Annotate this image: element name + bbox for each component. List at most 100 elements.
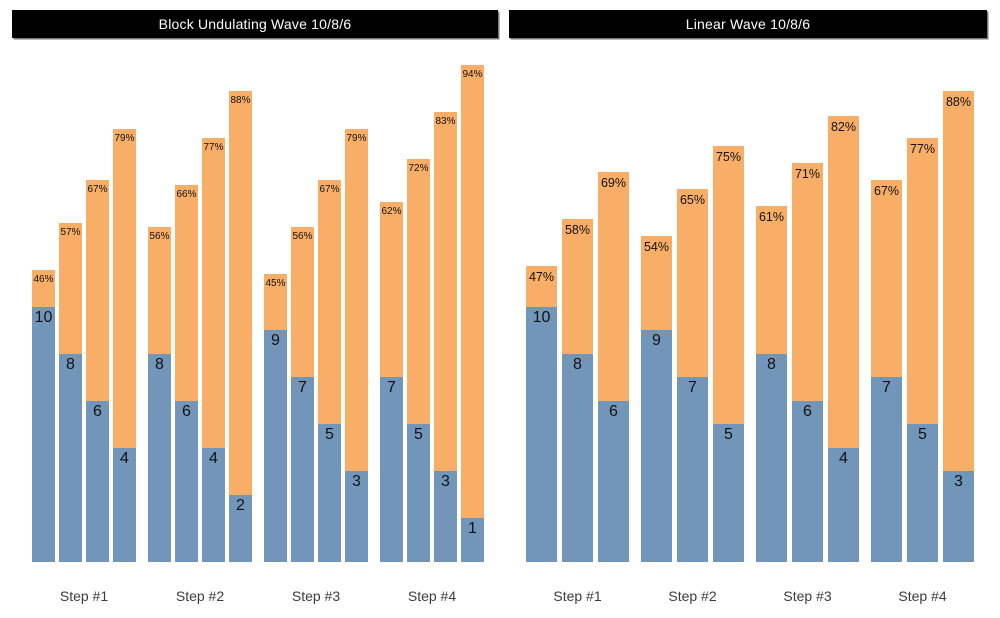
reps-label: 6 xyxy=(182,403,191,420)
intensity-percent-label: 75% xyxy=(715,150,742,164)
stacked-bar-reps-5-pct-77: 77% 5 xyxy=(907,138,938,562)
chart-panel-linear-wave: Linear Wave 10/8/6 47% 10 58% 8 69% 6 54% 9 65% 7… xyxy=(509,10,987,604)
stacked-bar-reps-8-pct-61: 61% 8 xyxy=(756,206,787,562)
reps-segment: 8 xyxy=(756,354,787,562)
reps-label: 3 xyxy=(352,473,361,490)
intensity-percent-label: 69% xyxy=(600,176,627,190)
reps-label: 7 xyxy=(387,379,396,396)
reps-label: 6 xyxy=(93,403,102,420)
reps-segment: 4 xyxy=(828,448,859,562)
stacked-bar-reps-5-pct-67: 67% 5 xyxy=(318,180,341,562)
bar-group-step-4: 62% 7 72% 5 83% 3 94% 1 xyxy=(380,65,484,562)
intensity-percent-label: 65% xyxy=(679,193,706,207)
reps-label: 10 xyxy=(532,309,551,326)
reps-label: 5 xyxy=(918,426,927,443)
reps-label: 7 xyxy=(298,379,307,396)
x-axis-label-step-3: Step #3 xyxy=(291,588,341,604)
reps-segment: 7 xyxy=(291,377,314,562)
reps-label: 1 xyxy=(468,520,477,537)
x-axis-label-step-1: Step #1 xyxy=(59,588,109,604)
reps-label: 4 xyxy=(209,450,218,467)
stacked-bar-reps-5-pct-72: 72% 5 xyxy=(407,159,430,562)
reps-segment: 5 xyxy=(907,424,938,562)
intensity-percent-label: 77% xyxy=(909,142,936,156)
bar-group-step-4: 67% 7 77% 5 88% 3 xyxy=(871,91,974,562)
reps-segment: 8 xyxy=(148,354,171,562)
reps-label: 8 xyxy=(155,356,164,373)
stacked-bar-reps-7-pct-67: 67% 7 xyxy=(871,180,902,562)
stacked-bar-reps-10-pct-47: 47% 10 xyxy=(526,266,557,562)
reps-segment: 6 xyxy=(792,401,823,562)
intensity-percent-label: 61% xyxy=(758,210,785,224)
intensity-percent-label: 83% xyxy=(435,116,456,127)
x-axis: Step #1 Step #2 Step #3 Step #4 xyxy=(12,588,498,604)
x-axis-label-step-2: Step #2 xyxy=(668,588,717,604)
stacked-bar-reps-5-pct-75: 75% 5 xyxy=(713,146,744,562)
stacked-bar-reps-4-pct-77: 77% 4 xyxy=(202,138,225,562)
intensity-percent-label: 62% xyxy=(381,206,402,217)
reps-segment: 3 xyxy=(434,471,457,562)
reps-label: 6 xyxy=(609,403,618,420)
stacked-bar-reps-2-pct-88: 88% 2 xyxy=(229,91,252,562)
intensity-percent-label: 67% xyxy=(87,184,108,195)
intensity-percent-label: 79% xyxy=(114,133,135,144)
reps-segment: 6 xyxy=(175,401,198,562)
stacked-bar-reps-1-pct-94: 94% 1 xyxy=(461,65,484,562)
intensity-percent-label: 82% xyxy=(830,120,857,134)
intensity-percent-label: 77% xyxy=(203,142,224,153)
reps-label: 2 xyxy=(236,497,245,514)
reps-label: 4 xyxy=(839,450,848,467)
reps-segment: 10 xyxy=(32,307,55,562)
stacked-bar-reps-3-pct-79: 79% 3 xyxy=(345,129,368,562)
stacked-bar-reps-10-pct-46: 46% 10 xyxy=(32,270,55,562)
reps-segment: 1 xyxy=(461,518,484,562)
intensity-percent-label: 56% xyxy=(292,231,313,242)
reps-label: 8 xyxy=(573,356,582,373)
intensity-percent-label: 72% xyxy=(408,163,429,174)
intensity-percent-label: 56% xyxy=(149,231,170,242)
bar-group-step-2: 54% 9 65% 7 75% 5 xyxy=(641,146,744,562)
reps-segment: 3 xyxy=(345,471,368,562)
x-axis-label-step-1: Step #1 xyxy=(553,588,602,604)
reps-segment: 5 xyxy=(713,424,744,562)
reps-segment: 8 xyxy=(59,354,82,562)
reps-label: 4 xyxy=(120,450,129,467)
reps-label: 7 xyxy=(882,379,891,396)
reps-segment: 3 xyxy=(943,471,974,562)
intensity-percent-label: 88% xyxy=(230,95,251,106)
reps-label: 5 xyxy=(414,426,423,443)
reps-segment: 4 xyxy=(202,448,225,562)
stacked-bar-reps-4-pct-82: 82% 4 xyxy=(828,116,859,562)
reps-label: 7 xyxy=(688,379,697,396)
reps-segment: 7 xyxy=(871,377,902,562)
stacked-bar-reps-6-pct-66: 66% 6 xyxy=(175,185,198,562)
chart-title: Block Undulating Wave 10/8/6 xyxy=(158,16,352,32)
reps-label: 10 xyxy=(34,309,53,326)
stacked-bar-reps-7-pct-56: 56% 7 xyxy=(291,227,314,562)
intensity-percent-label: 79% xyxy=(346,133,367,144)
stacked-bar-reps-3-pct-83: 83% 3 xyxy=(434,112,457,562)
bar-group-step-3: 45% 9 56% 7 67% 5 79% 3 xyxy=(264,129,368,562)
reps-segment: 9 xyxy=(264,330,287,562)
stacked-bar-reps-7-pct-65: 65% 7 xyxy=(677,189,708,562)
intensity-percent-label: 45% xyxy=(265,278,286,289)
intensity-percent-label: 57% xyxy=(60,227,81,238)
stacked-bar-reps-8-pct-58: 58% 8 xyxy=(562,219,593,562)
reps-segment: 4 xyxy=(113,448,136,562)
bar-group-step-1: 47% 10 58% 8 69% 6 xyxy=(526,172,629,562)
reps-label: 9 xyxy=(271,332,280,349)
reps-segment: 5 xyxy=(407,424,430,562)
intensity-percent-label: 67% xyxy=(873,184,900,198)
intensity-percent-label: 67% xyxy=(319,184,340,195)
reps-segment: 8 xyxy=(562,354,593,562)
reps-label: 9 xyxy=(652,332,661,349)
x-axis-label-step-4: Step #4 xyxy=(407,588,457,604)
reps-label: 5 xyxy=(325,426,334,443)
reps-segment: 10 xyxy=(526,307,557,562)
intensity-percent-label: 58% xyxy=(564,223,591,237)
reps-label: 8 xyxy=(66,356,75,373)
stacked-bar-reps-9-pct-54: 54% 9 xyxy=(641,236,672,562)
bar-group-step-1: 46% 10 57% 8 67% 6 79% 4 xyxy=(32,129,136,562)
intensity-percent-label: 54% xyxy=(643,240,670,254)
reps-label: 3 xyxy=(954,473,963,490)
